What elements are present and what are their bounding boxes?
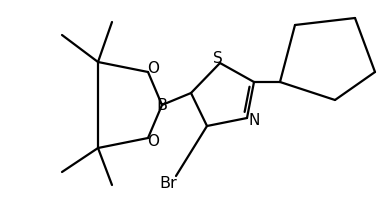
Text: N: N (248, 112, 260, 128)
Text: O: O (147, 135, 159, 150)
Text: Br: Br (159, 177, 177, 192)
Text: S: S (213, 50, 223, 66)
Text: B: B (156, 97, 168, 112)
Text: O: O (147, 61, 159, 76)
